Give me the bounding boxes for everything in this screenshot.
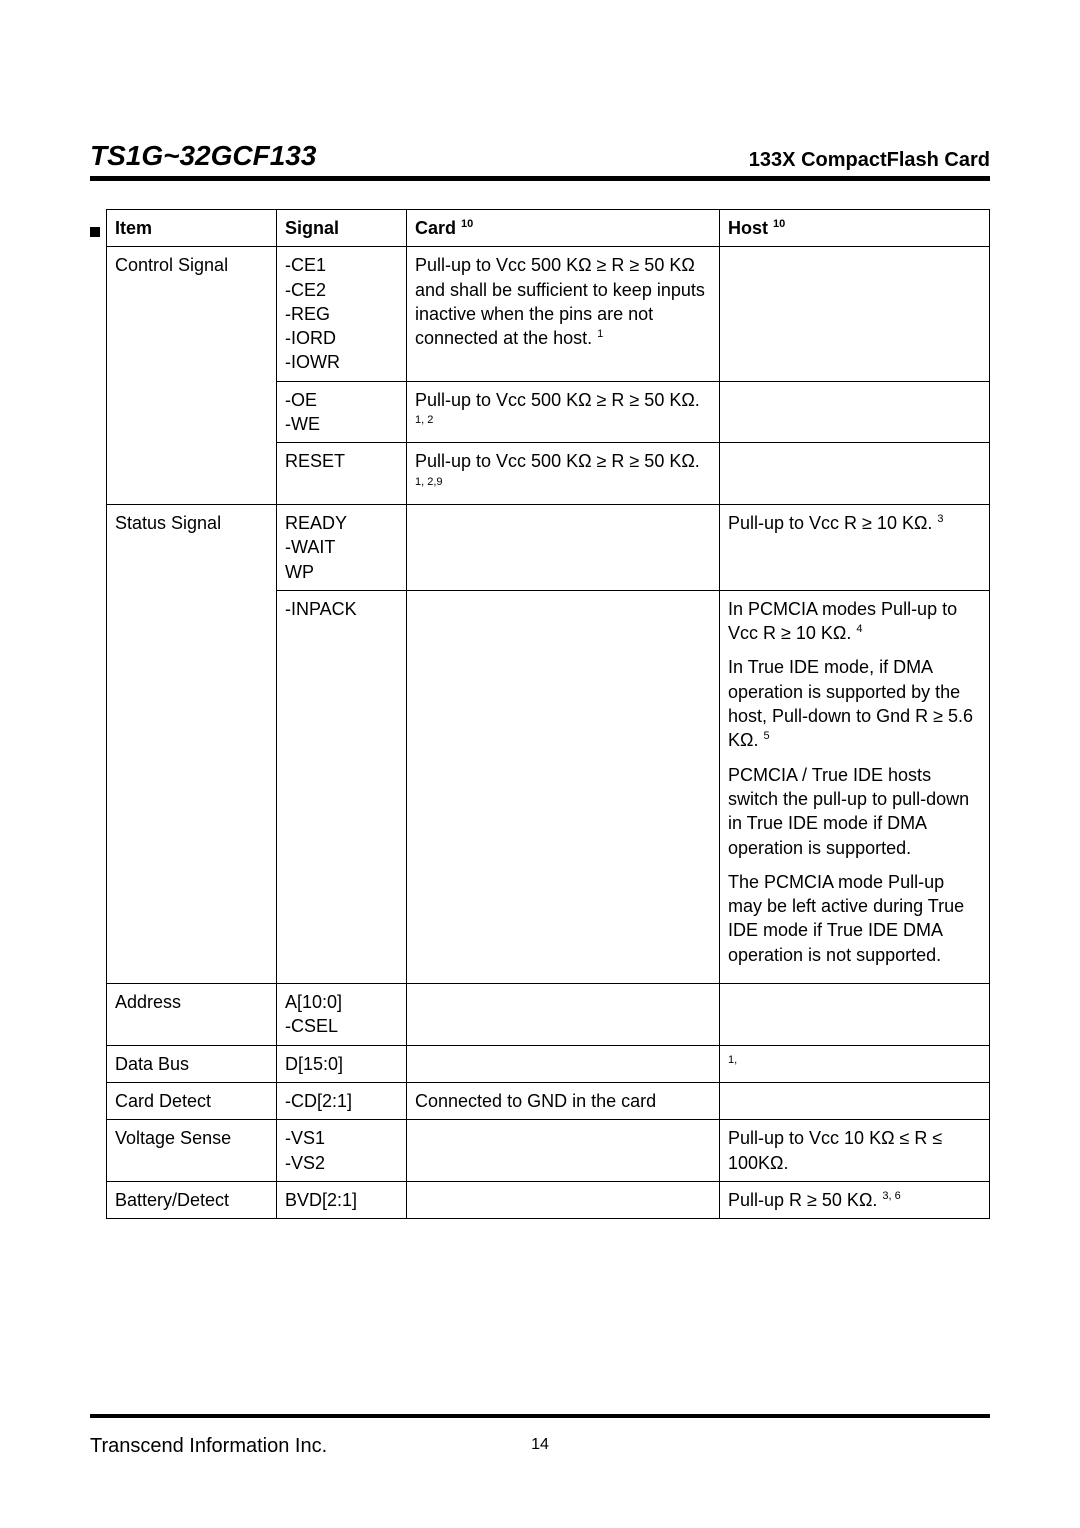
- cell-item: Voltage Sense: [107, 1120, 277, 1182]
- table-row: Status SignalREADY -WAIT WPPull-up to Vc…: [107, 504, 990, 590]
- cell-host: Pull-up to Vcc 10 KΩ ≤ R ≤ 100KΩ.: [720, 1120, 990, 1182]
- table-row: Card Detect-CD[2:1]Connected to GND in t…: [107, 1082, 990, 1119]
- cell-card: Pull-up to Vcc 500 KΩ ≥ R ≥ 50 KΩ. 1, 2: [407, 381, 720, 443]
- cell-host: [720, 443, 990, 505]
- cell-signal: BVD[2:1]: [277, 1181, 407, 1218]
- signal-table: Item Signal Card 10 Host 10 Control Sign…: [106, 209, 990, 1219]
- cell-item: Control Signal: [107, 247, 277, 505]
- bullet-icon: [90, 227, 100, 237]
- cell-host: [720, 984, 990, 1046]
- col-item: Item: [107, 210, 277, 247]
- table-row: AddressA[10:0] -CSEL: [107, 984, 990, 1046]
- cell-host: [720, 247, 990, 381]
- cell-host: Pull-up to Vcc R ≥ 10 KΩ. 3: [720, 504, 990, 590]
- cell-item: Card Detect: [107, 1082, 277, 1119]
- table-header-row: Item Signal Card 10 Host 10: [107, 210, 990, 247]
- cell-signal: -CD[2:1]: [277, 1082, 407, 1119]
- doc-subtitle: 133X CompactFlash Card: [749, 149, 990, 172]
- doc-title: TS1G~32GCF133: [90, 140, 316, 172]
- cell-signal: -CE1 -CE2 -REG -IORD -IOWR: [277, 247, 407, 381]
- cell-item: Status Signal: [107, 504, 277, 983]
- cell-card: [407, 590, 720, 983]
- cell-item: Battery/Detect: [107, 1181, 277, 1218]
- cell-host: In PCMCIA modes Pull-up to Vcc R ≥ 10 KΩ…: [720, 590, 990, 983]
- cell-card: Pull-up to Vcc 500 KΩ ≥ R ≥ 50 KΩ and sh…: [407, 247, 720, 381]
- col-signal: Signal: [277, 210, 407, 247]
- cell-host: Pull-up R ≥ 50 KΩ. 3, 6: [720, 1181, 990, 1218]
- cell-signal: A[10:0] -CSEL: [277, 984, 407, 1046]
- footer-page-number: 14: [0, 1436, 1080, 1454]
- cell-host: 1,: [720, 1045, 990, 1082]
- footer-rule: [90, 1414, 990, 1418]
- cell-card: [407, 504, 720, 590]
- col-card-sup: 10: [461, 218, 473, 230]
- cell-card: [407, 984, 720, 1046]
- table-row: Voltage Sense-VS1 -VS2 Pull-up to Vcc 10 …: [107, 1120, 990, 1182]
- cell-host: [720, 1082, 990, 1119]
- table-row: Battery/DetectBVD[2:1] Pull-up R ≥ 50 KΩ.…: [107, 1181, 990, 1218]
- cell-item: Data Bus: [107, 1045, 277, 1082]
- cell-signal: -INPACK: [277, 590, 407, 983]
- cell-card: Connected to GND in the card: [407, 1082, 720, 1119]
- cell-card: [407, 1120, 720, 1182]
- header-rule: [90, 176, 990, 181]
- cell-signal: RESET: [277, 443, 407, 505]
- cell-item: Address: [107, 984, 277, 1046]
- col-host-sup: 10: [773, 218, 785, 230]
- col-host: Host 10: [720, 210, 990, 247]
- cell-signal: -VS1 -VS2: [277, 1120, 407, 1182]
- col-host-label: Host: [728, 218, 768, 238]
- col-card-label: Card: [415, 218, 456, 238]
- cell-card: Pull-up to Vcc 500 KΩ ≥ R ≥ 50 KΩ. 1, 2,…: [407, 443, 720, 505]
- table-row: Control Signal-CE1 -CE2 -REG -IORD -IOWR…: [107, 247, 990, 381]
- cell-signal: -OE -WE: [277, 381, 407, 443]
- cell-host: [720, 381, 990, 443]
- cell-signal: D[15:0]: [277, 1045, 407, 1082]
- col-card: Card 10: [407, 210, 720, 247]
- cell-card: [407, 1181, 720, 1218]
- cell-card: [407, 1045, 720, 1082]
- table-row: Data BusD[15:0] 1,: [107, 1045, 990, 1082]
- cell-signal: READY -WAIT WP: [277, 504, 407, 590]
